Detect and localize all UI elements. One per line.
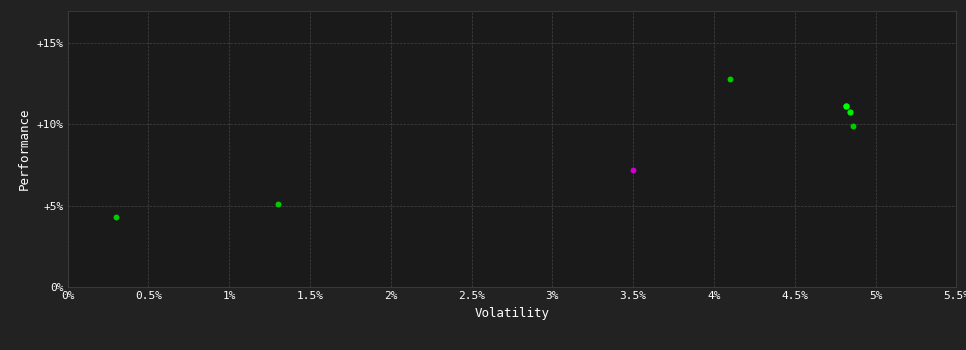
Point [723,76,738,82]
Point [838,103,854,108]
Point [108,214,124,220]
X-axis label: Volatility: Volatility [474,307,550,320]
Point [845,123,861,129]
Point [625,167,640,173]
Y-axis label: Performance: Performance [18,107,31,190]
Point [842,109,858,115]
Point [270,201,285,207]
